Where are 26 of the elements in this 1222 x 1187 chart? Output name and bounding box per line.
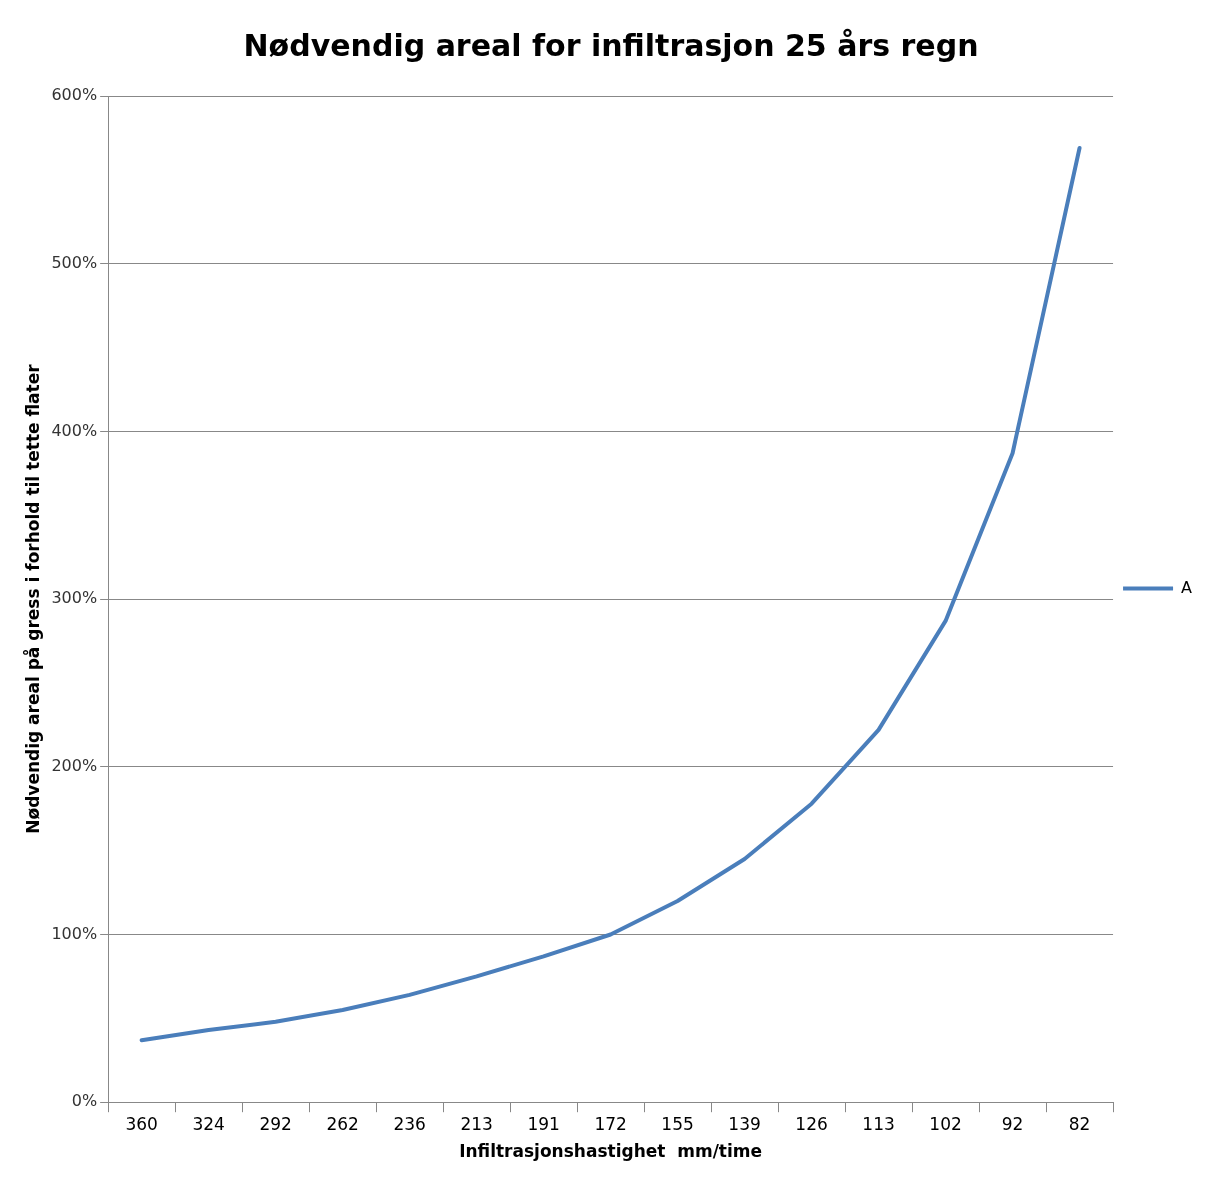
x-tick-label: 360	[125, 1113, 158, 1134]
y-axis-title: Nødvendig areal på gress i forhold til tette flater	[21, 363, 43, 834]
x-tick-label: 236	[393, 1113, 426, 1134]
chart-title: Nødvendig areal for infiltrasjon 25 års regn	[243, 27, 979, 63]
y-tick-label: 600%	[51, 85, 98, 105]
y-tick-label: 200%	[51, 755, 98, 775]
x-tick-label: 213	[460, 1113, 493, 1134]
y-tick-label: 100%	[51, 923, 98, 943]
y-tick-label: 400%	[51, 420, 98, 440]
x-tick-label: 172	[594, 1113, 627, 1134]
x-tick-label: 92	[1001, 1113, 1024, 1134]
y-tick-label: 0%	[71, 1091, 98, 1111]
legend-label: A	[1181, 577, 1193, 597]
x-tick-label: 191	[527, 1113, 560, 1134]
x-tick-label: 139	[728, 1113, 761, 1134]
x-tick-label: 82	[1068, 1113, 1091, 1134]
x-tick-label: 102	[929, 1113, 962, 1134]
x-axis-title: Infiltrasjonshastighet mm/time	[459, 1141, 763, 1162]
x-tick-label: 126	[795, 1113, 828, 1134]
x-tick-label: 292	[259, 1113, 292, 1134]
x-tick-label: 155	[661, 1113, 694, 1134]
x-tick-label: 262	[326, 1113, 359, 1134]
y-tick-label: 300%	[51, 588, 98, 608]
y-tick-label: 500%	[51, 252, 98, 272]
x-tick-label: 324	[192, 1113, 225, 1134]
x-tick-label: 113	[862, 1113, 895, 1134]
